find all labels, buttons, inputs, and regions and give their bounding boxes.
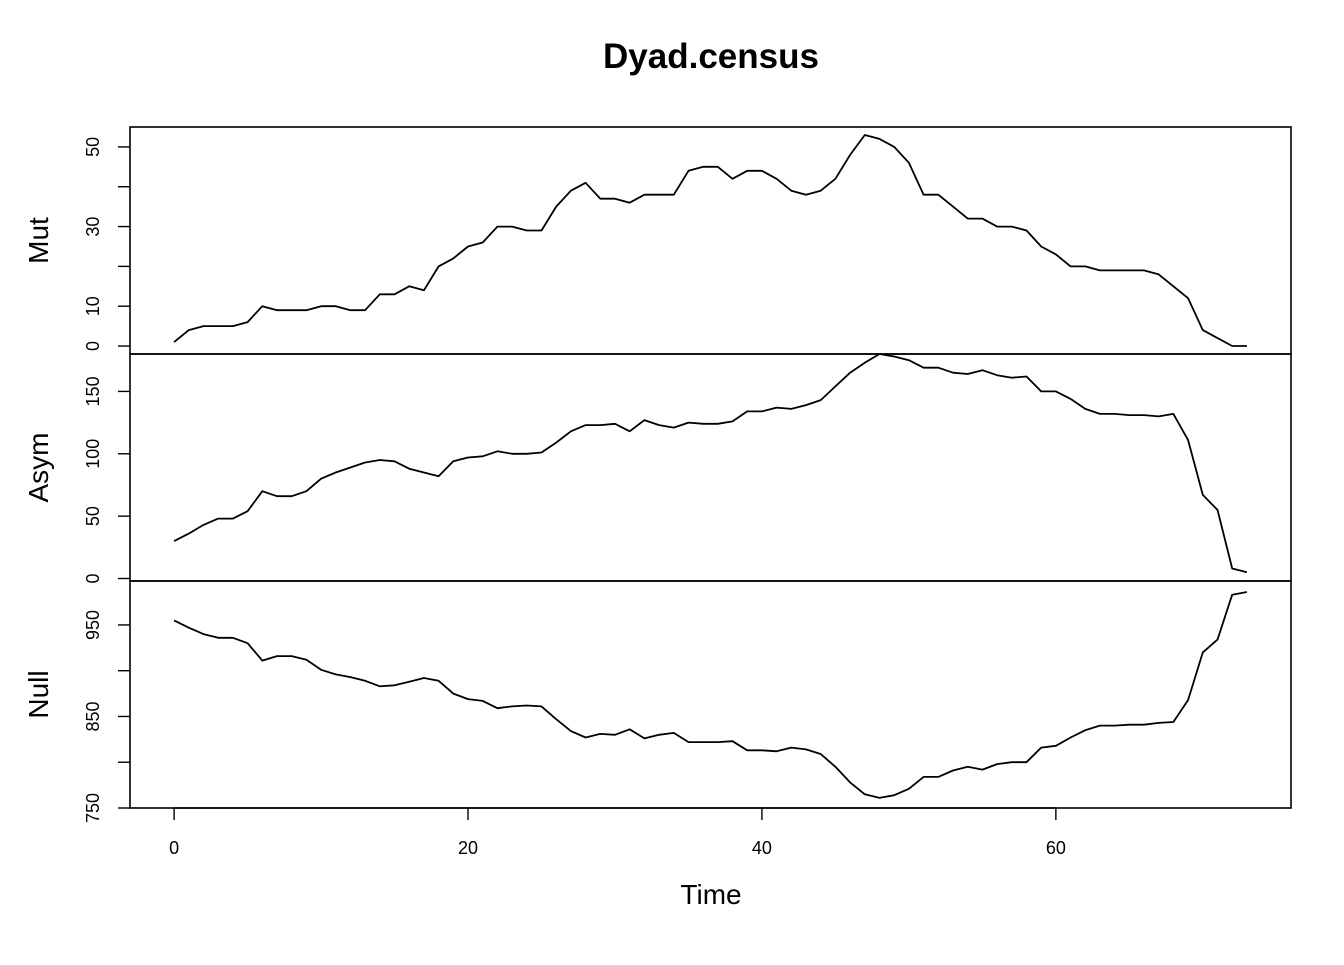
y-tick-label: 0 <box>83 341 103 351</box>
y-tick-label: 950 <box>83 610 103 640</box>
panel-frame <box>129 580 1292 809</box>
y-axis-title: Asym <box>23 433 54 503</box>
y-axis-title: Mut <box>23 217 54 264</box>
x-axis: 0 20 40 60 <box>169 807 1066 858</box>
y-tick-label: 150 <box>83 376 103 406</box>
series-line-null <box>173 591 1248 799</box>
y-tick-label: 100 <box>83 439 103 469</box>
panel-frame <box>129 353 1292 582</box>
panels-layer: 0 10 30 50 Mut 0 50 100 150 Asym 750 850 950 Null <box>23 126 1292 823</box>
panel-null: 750 850 950 Null <box>23 580 1292 823</box>
x-tick-label: 20 <box>458 838 478 858</box>
y-tick-label: 50 <box>83 506 103 526</box>
panel-mut: 0 10 30 50 Mut <box>23 126 1292 355</box>
x-tick-label: 0 <box>169 838 179 858</box>
chart-title: Dyad.census <box>603 37 819 76</box>
y-tick-label: 850 <box>83 701 103 731</box>
y-tick-label: 10 <box>83 296 103 316</box>
y-tick-label: 50 <box>83 137 103 157</box>
y-tick-label: 30 <box>83 217 103 237</box>
panel-asym: 0 50 100 150 Asym <box>23 353 1292 584</box>
panel-frame <box>129 126 1292 355</box>
x-axis-title: Time <box>680 879 741 910</box>
series-line-asym <box>173 353 1248 574</box>
y-tick-label: 750 <box>83 793 103 823</box>
series-line-mut <box>173 134 1247 347</box>
x-tick-label: 60 <box>1046 838 1066 858</box>
x-tick-label: 40 <box>752 838 772 858</box>
y-axis-title: Null <box>23 670 54 718</box>
y-tick-label: 0 <box>83 573 103 583</box>
